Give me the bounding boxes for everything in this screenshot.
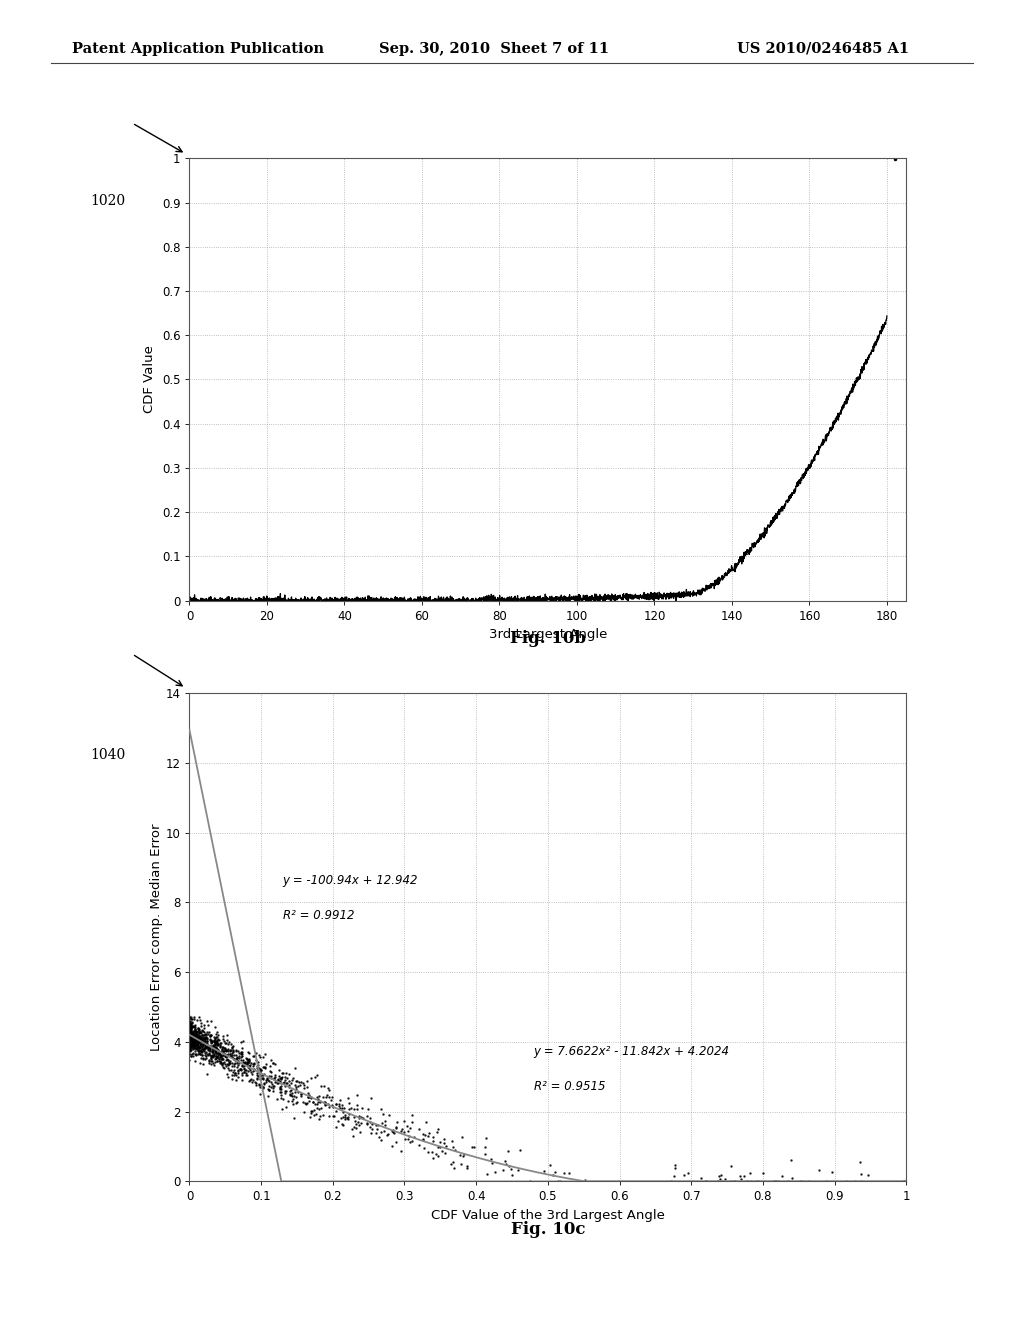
Text: Fig. 10b: Fig. 10b [510,630,586,647]
X-axis label: CDF Value of the 3rd Largest Angle: CDF Value of the 3rd Largest Angle [431,1209,665,1222]
Text: 1020: 1020 [90,194,125,207]
Y-axis label: Location Error comp. Median Error: Location Error comp. Median Error [150,824,163,1051]
Text: Fig. 10c: Fig. 10c [511,1221,585,1238]
X-axis label: 3rd Largest Angle: 3rd Largest Angle [488,628,607,642]
Text: US 2010/0246485 A1: US 2010/0246485 A1 [737,42,909,55]
Text: y = 7.6622x² - 11.842x + 4.2024: y = 7.6622x² - 11.842x + 4.2024 [534,1045,729,1059]
Text: Patent Application Publication: Patent Application Publication [72,42,324,55]
Text: 1040: 1040 [90,748,125,762]
Text: R² = 0.9912: R² = 0.9912 [283,909,354,923]
Text: Sep. 30, 2010  Sheet 7 of 11: Sep. 30, 2010 Sheet 7 of 11 [379,42,609,55]
Text: y = -100.94x + 12.942: y = -100.94x + 12.942 [283,874,418,887]
Text: R² = 0.9515: R² = 0.9515 [534,1080,605,1093]
Y-axis label: CDF Value: CDF Value [143,346,157,413]
